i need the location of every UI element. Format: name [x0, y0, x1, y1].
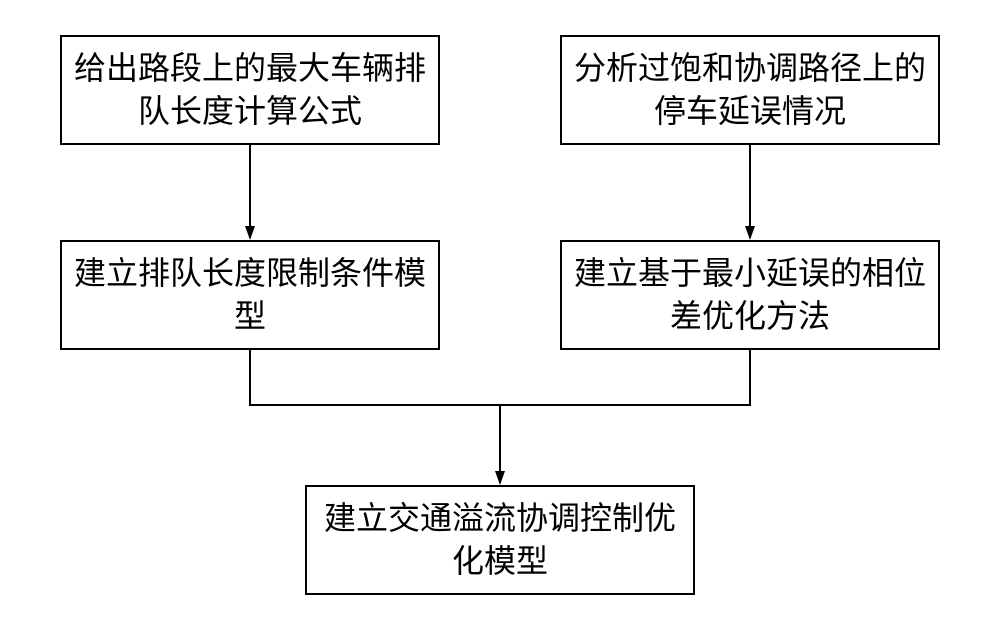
flowchart-canvas: 给出路段上的最大车辆排队长度计算公式 分析过饱和协调路径上的停车延误情况 建立排…	[0, 0, 1000, 623]
node-top-right: 分析过饱和协调路径上的停车延误情况	[560, 35, 940, 145]
node-top-left: 给出路段上的最大车辆排队长度计算公式	[60, 35, 440, 145]
node-label: 给出路段上的最大车辆排队长度计算公式	[72, 47, 428, 133]
node-bottom: 建立交通溢流协调控制优化模型	[305, 485, 695, 595]
node-mid-right: 建立基于最小延误的相位差优化方法	[560, 240, 940, 350]
edge-ml-join	[250, 350, 500, 405]
node-mid-left: 建立排队长度限制条件模型	[60, 240, 440, 350]
node-label: 建立交通溢流协调控制优化模型	[317, 497, 683, 583]
node-label: 建立排队长度限制条件模型	[72, 252, 428, 338]
edge-mr-join	[500, 350, 750, 405]
node-label: 建立基于最小延误的相位差优化方法	[572, 252, 928, 338]
node-label: 分析过饱和协调路径上的停车延误情况	[572, 47, 928, 133]
